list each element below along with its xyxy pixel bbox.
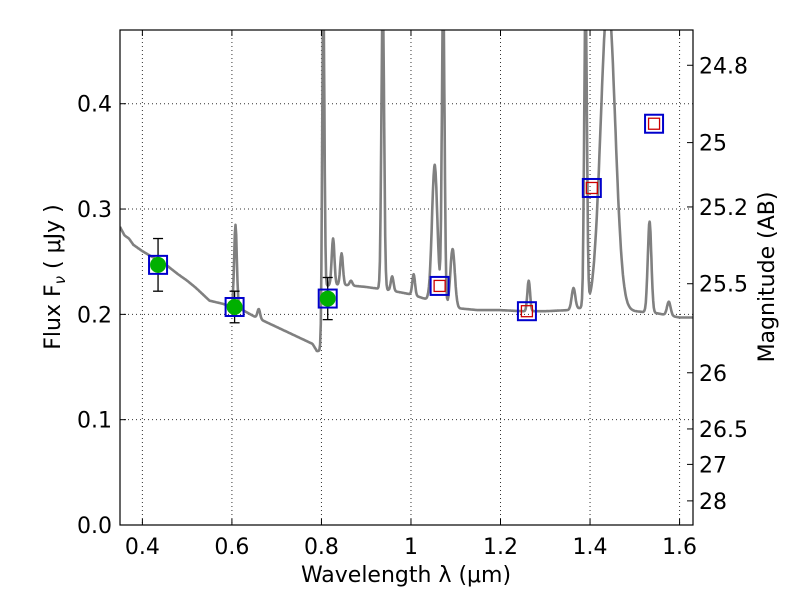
model-point [224,296,245,317]
right-tick-label: 27 [699,453,727,478]
x-tick-label: 1 [404,535,418,560]
grid [120,30,693,526]
y-tick-label: 0.4 [77,93,112,118]
right-tick-label: 24.8 [699,54,748,79]
model-point [429,275,450,296]
spectrum-line [120,30,693,353]
upper-limit-point [520,305,534,318]
y-tick-label: 0.1 [77,409,112,434]
y-axis-label: Flux Fν ( μJy ) [41,204,69,349]
y-tick-label: 0.2 [77,303,112,328]
y-axis-label-units: ( μJy ) [41,204,66,276]
x-tick-label: 0.4 [125,535,160,560]
model-point [317,288,338,309]
right-tick-label: 25.5 [699,273,748,298]
y-tick-label: 0.3 [77,198,112,223]
observed-point [319,290,336,307]
observed-point [150,256,167,273]
model-point [581,177,602,198]
model-point [148,254,169,275]
right-tick-label: 28 [699,490,727,515]
x-tick-label: 1.6 [662,535,697,560]
plot-frame [119,29,694,526]
axis-ticks: 0.4 0.6 0.8 1 1.2 1.4 1.6 0.0 0.1 0.2 0.3 0.4 24.8 25… [77,30,748,560]
x-axis-label: Wavelength λ (μm) [301,563,511,588]
model-point [644,113,665,134]
right-tick-label: 26.5 [699,418,748,443]
spectrum-layer [120,30,693,353]
upper-limit-point [433,279,446,293]
y-axis-label-subscript: ν [51,276,69,284]
y-tick-label: 0.0 [77,514,112,539]
x-tick-label: 0.6 [214,535,249,560]
points-layer [148,113,665,324]
right-tick-label: 26 [699,362,727,387]
upper-limit-point [585,181,598,195]
right-tick-label: 25 [699,132,727,157]
right-tick-label: 25.2 [699,196,748,221]
x-tick-label: 0.8 [304,535,339,560]
right-axis-label: Magnitude (AB) [755,192,780,363]
upper-limit-point [647,117,661,130]
x-tick-label: 1.4 [573,535,608,560]
x-tick-label: 1.2 [483,535,518,560]
observed-point [226,298,243,315]
model-point [516,301,537,322]
